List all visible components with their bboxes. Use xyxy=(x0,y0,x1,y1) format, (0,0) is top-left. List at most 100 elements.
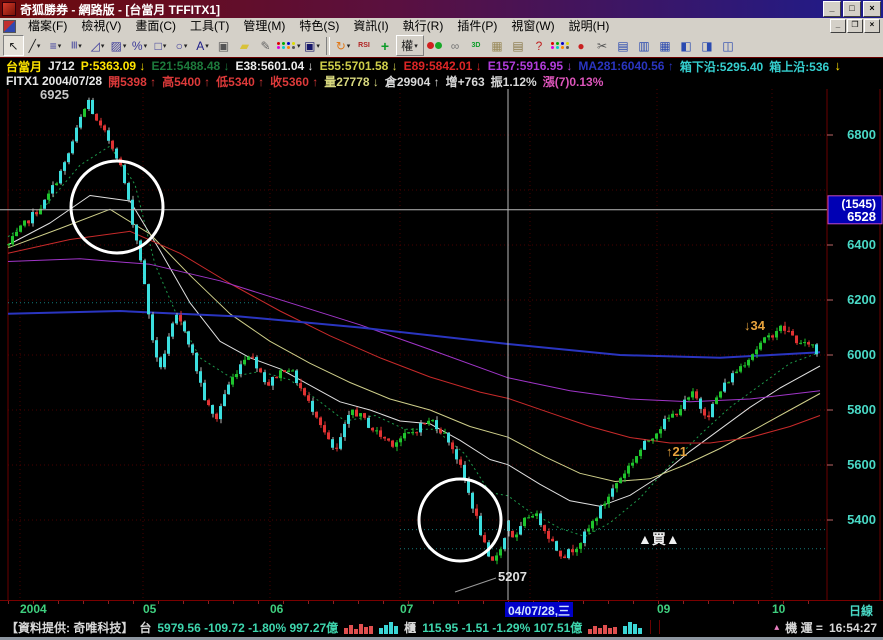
connection-label: 機 運 = xyxy=(785,621,823,635)
info2-segment-9: 漲(7)0.13% xyxy=(542,74,604,89)
menu-item-7[interactable]: 執行(R) xyxy=(402,18,444,33)
child-window-icon[interactable] xyxy=(3,19,16,33)
menu-item-9[interactable]: 視窗(W) xyxy=(511,18,555,33)
layout-horizontal-icon[interactable]: ▤ xyxy=(612,35,634,56)
info2-segment-2: 高5400 ↑ xyxy=(162,74,211,89)
window-pane-a-icon[interactable]: ◧ xyxy=(675,35,697,56)
x-axis-label-05: 05 xyxy=(143,602,157,616)
x-axis-label-06: 06 xyxy=(270,602,284,616)
y-axis-label: 5400 xyxy=(847,512,876,527)
adjust-rights-button[interactable]: 權 ▾ xyxy=(395,35,424,56)
menu-bar: 檔案(F) 檢視(V) 畫面(C) 工具(T) 管理(M) 特色(S) 資訊(I) 執行(R)… xyxy=(0,18,883,35)
window-pane-b-icon[interactable]: ◨ xyxy=(696,35,718,56)
ellipse-tool-icon[interactable]: ○ ▾ xyxy=(171,35,192,56)
updown-pills-icon[interactable] xyxy=(423,35,445,56)
three-d-icon[interactable]: 3D xyxy=(465,35,487,56)
info2-segment-3: 低5340 ↑ xyxy=(216,74,265,89)
line-tool-icon[interactable]: ╱ ▾ xyxy=(24,35,45,56)
ma-line-E89 xyxy=(7,230,821,444)
text-tool-icon[interactable]: A ▾ xyxy=(192,35,213,56)
close-button[interactable]: × xyxy=(863,1,881,17)
child-restore-button[interactable]: ❐ xyxy=(847,19,863,33)
protect-drawing-icon[interactable]: ✎ xyxy=(255,35,276,56)
overflow-down-arrow-icon[interactable]: ↓ xyxy=(834,58,842,73)
child-close-button[interactable]: × xyxy=(864,19,880,33)
layout-grid-icon[interactable]: ▦ xyxy=(654,35,676,56)
menu-item-2[interactable]: 畫面(C) xyxy=(135,18,176,33)
otc-down-volume-bars xyxy=(623,620,643,634)
status-bar: 【資料提供: 奇唯科技】台 5979.56 -109.72 -1.80% 997.… xyxy=(0,617,883,637)
info1-segment-4: E38:5601.04 ↓ xyxy=(235,59,314,73)
svg-text:(1545): (1545) xyxy=(841,197,876,211)
add-indicator-icon[interactable]: + xyxy=(374,35,396,56)
chart-annotation-5: ▲買▲ xyxy=(638,531,680,547)
child-minimize-button[interactable]: _ xyxy=(830,19,846,33)
trendlines-tool-icon[interactable]: ≡ ▾ xyxy=(45,35,66,56)
quote-info-row: 台當月 J712 P:5363.09 ↓ E21:5488.48 ↓ E38:5601.… xyxy=(0,57,883,74)
x-axis-row: 2004 05 06 07 09 10 04/07/28,三 日線 xyxy=(0,600,883,620)
chart-annotation-0: 6925 xyxy=(40,89,69,102)
tools-scissors-icon[interactable]: ✂ xyxy=(591,35,613,56)
menu-item-0[interactable]: 檔案(F) xyxy=(28,18,68,33)
x-axis-label-2004: 2004 xyxy=(20,602,47,616)
y-axis-label: 5800 xyxy=(847,402,876,417)
menu-item-1[interactable]: 檢視(V) xyxy=(81,18,122,33)
otc-up-volume-bars xyxy=(588,620,618,634)
info2-segment-5: 量27778 ↓ xyxy=(324,74,379,89)
menu-item-8[interactable]: 插件(P) xyxy=(457,18,498,33)
menu-item-4[interactable]: 管理(M) xyxy=(243,18,286,33)
taiex-down-volume-bars xyxy=(379,620,399,634)
info2-segment-6: 倉29904 ↑ xyxy=(384,74,440,89)
vertical-lines-tool-icon[interactable]: ||| ▾ xyxy=(66,35,87,56)
rectangle-tool-icon[interactable]: □ ▾ xyxy=(150,35,171,56)
save-tool-icon[interactable]: ▣ ▾ xyxy=(301,35,323,56)
y-axis-label: 6800 xyxy=(847,127,876,142)
clock-time: 16:54:27 xyxy=(828,620,877,635)
search-help-icon[interactable]: ? xyxy=(528,35,550,56)
pointer-tool-icon[interactable]: ↖ xyxy=(3,35,24,56)
info2-segment-1: 開5398 ↑ xyxy=(108,74,157,89)
fan-lines-tool-icon[interactable]: ◿ ▾ xyxy=(87,35,108,56)
otc-label: 櫃 xyxy=(404,620,417,635)
hand-drawn-circle-6 xyxy=(69,159,165,255)
palette-colors-icon[interactable] xyxy=(549,35,571,56)
app-icon xyxy=(2,2,16,16)
info2-segment-7: 增+763 xyxy=(445,74,485,89)
candlestick-chart[interactable]: 6925 5207 ↓34 ↑21 ▲買▲ 6800 6400 6200 6000 5800 560… xyxy=(0,87,883,600)
crosshair[interactable] xyxy=(0,89,827,600)
eraser-tool-icon[interactable]: ▰ xyxy=(234,35,255,56)
info2-segment-8: 振1.12% xyxy=(490,74,537,89)
taiex-up-volume-bars xyxy=(344,620,374,634)
book-icon[interactable]: ▤ xyxy=(507,35,529,56)
maximize-button[interactable]: □ xyxy=(843,1,861,17)
y-axis-label: 6000 xyxy=(847,347,876,362)
link-circles-icon[interactable]: ∞ xyxy=(444,35,466,56)
rsi-indicator-icon[interactable]: RSI xyxy=(353,35,375,56)
info1-segment-3: E21:5488.48 ↓ xyxy=(151,59,230,73)
candles-layer xyxy=(7,97,818,565)
info2-segment-0: FITX1 2004/07/28 xyxy=(6,74,103,88)
palette-tool-icon[interactable]: ▾ xyxy=(276,35,302,56)
info1-segment-8: MA281:6040.56 ↑ xyxy=(578,59,674,73)
minimize-button[interactable]: _ xyxy=(823,1,841,17)
gann-lines-tool-icon[interactable]: ▨ ▾ xyxy=(108,35,129,56)
window-bottom-edge xyxy=(0,637,883,640)
y-axis-label: 6200 xyxy=(847,292,876,307)
alarm-bell-icon[interactable]: ● xyxy=(570,35,592,56)
layout-vertical-icon[interactable]: ▥ xyxy=(633,35,655,56)
redo-arrow-icon[interactable]: ↻ ▾ xyxy=(332,35,354,56)
menu-item-6[interactable]: 資訊(I) xyxy=(353,18,389,33)
menu-item-5[interactable]: 特色(S) xyxy=(299,18,340,33)
window-pane-c-icon[interactable]: ◫ xyxy=(717,35,739,56)
chart-annotation-3: ↓34 xyxy=(744,318,766,333)
period-label[interactable]: 日線 xyxy=(848,604,873,618)
chart-annotation-1: 5207 xyxy=(498,569,527,584)
exchange-building-icon[interactable]: ▦ xyxy=(486,35,508,56)
title-bar: 奇狐勝券 - 網路版 - [台當月 TFFITX1] _ □ × xyxy=(0,0,883,18)
percent-lines-tool-icon[interactable]: % ▾ xyxy=(129,35,150,56)
menu-item-3[interactable]: 工具(T) xyxy=(190,18,230,33)
x-axis-label-07: 07 xyxy=(400,602,414,616)
menu-item-10[interactable]: 說明(H) xyxy=(568,18,610,33)
copy-tool-icon[interactable]: ▣ xyxy=(213,35,234,56)
info1-segment-7: E157:5916.95 ↓ xyxy=(487,59,573,73)
